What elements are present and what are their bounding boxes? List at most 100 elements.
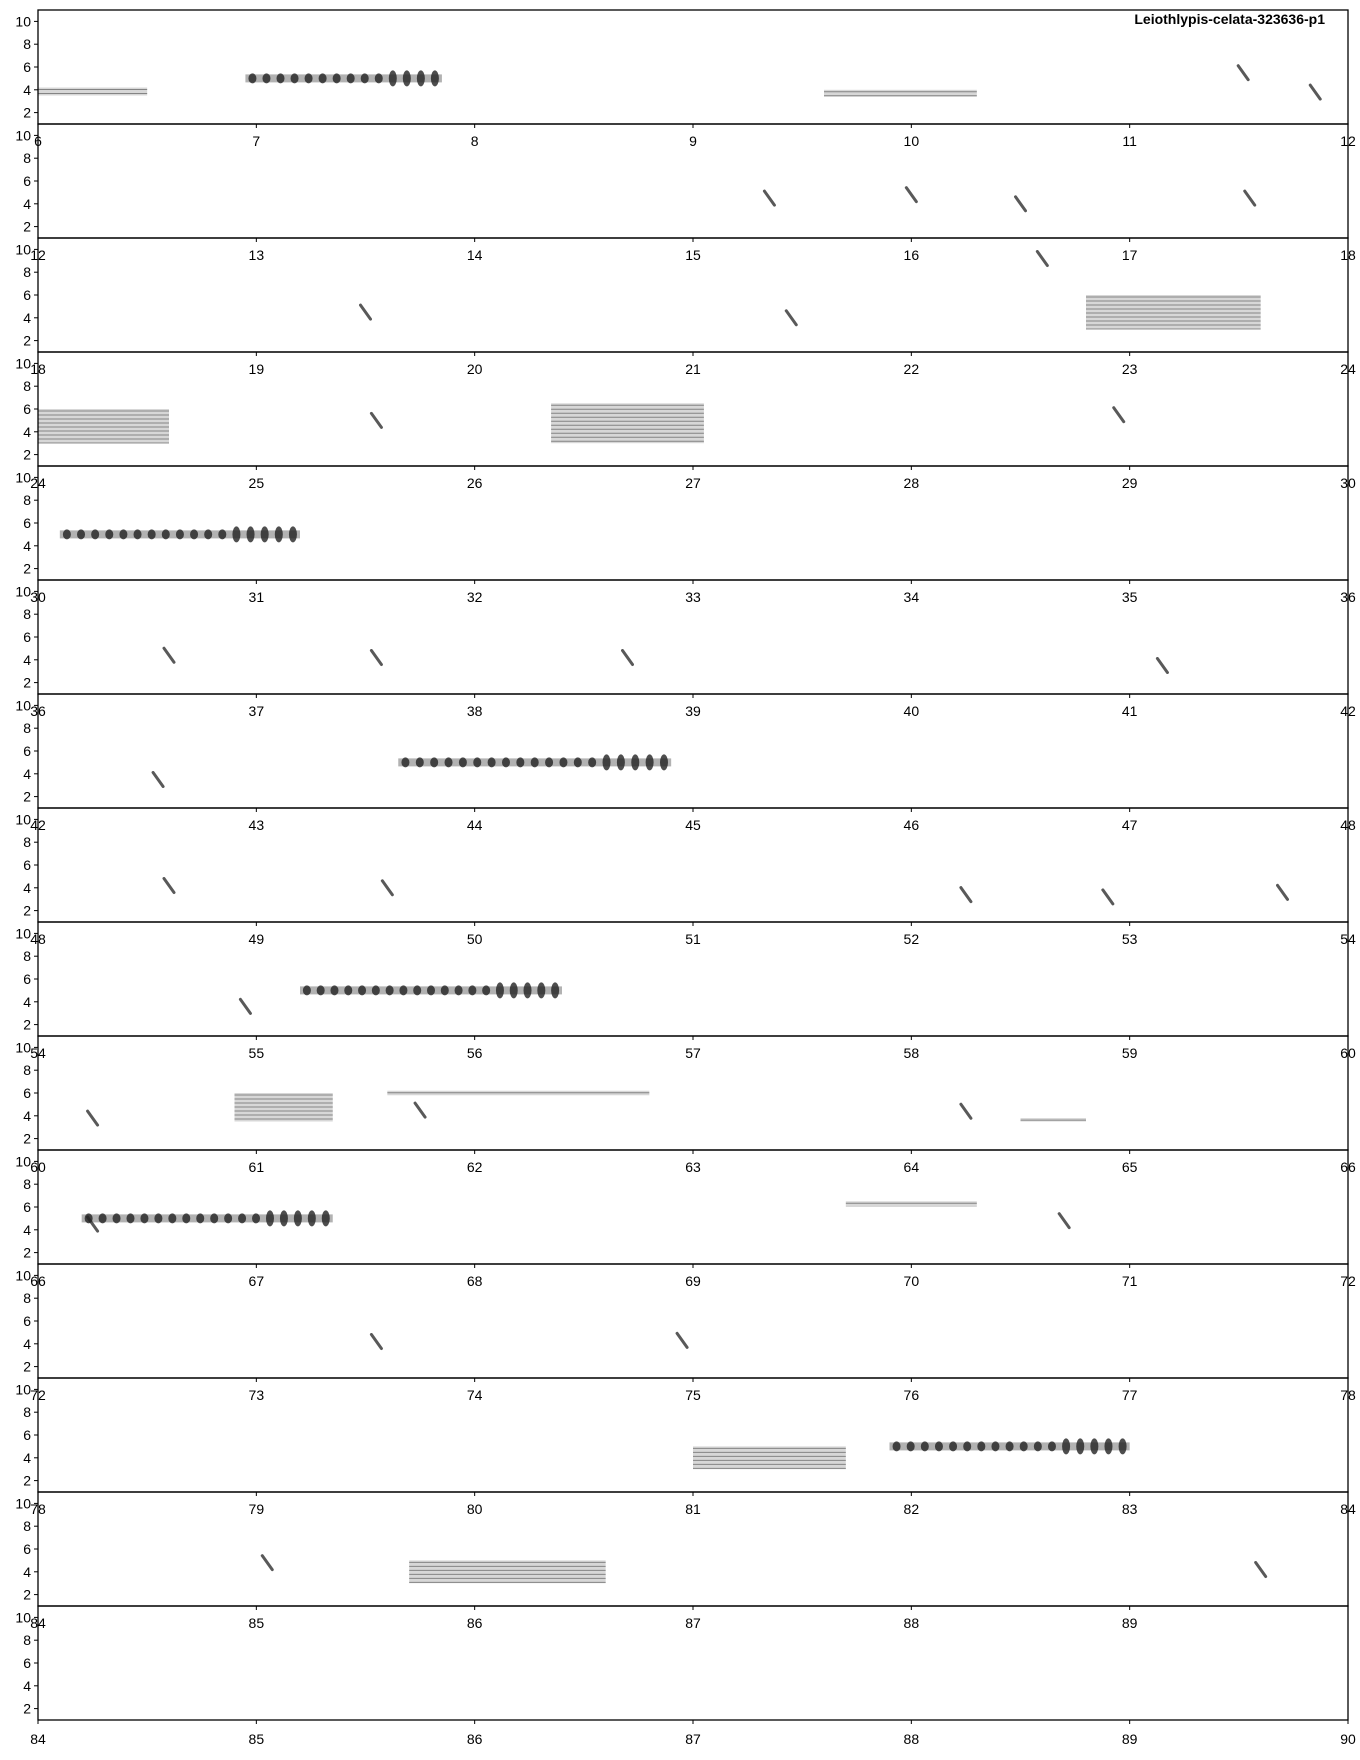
trill-note	[516, 757, 525, 768]
freq-tick-label: 2	[23, 675, 31, 691]
freq-tick-label: 6	[23, 173, 31, 189]
sound-patch	[551, 403, 704, 444]
time-tick-label: 43	[249, 817, 265, 833]
trill-note	[482, 985, 491, 996]
time-tick-label: 12	[30, 247, 46, 263]
time-tick-label: 62	[467, 1159, 483, 1175]
sound-patch	[234, 1093, 333, 1122]
time-tick-label: 87	[685, 1615, 701, 1631]
freq-tick-label: 8	[23, 1404, 31, 1420]
time-tick-label: 24	[1340, 361, 1356, 377]
time-tick-label: 44	[467, 817, 483, 833]
sound-patch	[1020, 1118, 1086, 1122]
trill-note	[906, 1441, 915, 1452]
time-tick-label: 34	[904, 589, 920, 605]
trill-song	[398, 754, 672, 771]
trill-note	[1033, 1441, 1042, 1452]
trill-note	[196, 1213, 205, 1224]
trill-note	[430, 757, 439, 768]
trill-note	[602, 754, 611, 771]
call-mark	[238, 997, 252, 1015]
freq-tick-label: 4	[23, 424, 31, 440]
time-tick-label: 87	[685, 1731, 701, 1747]
freq-tick-label: 10	[15, 1267, 31, 1283]
time-tick-label: 39	[685, 703, 701, 719]
time-tick-label: 75	[685, 1387, 701, 1403]
time-tick-label: 31	[249, 589, 265, 605]
time-tick-label: 11	[1122, 133, 1137, 149]
trill-note	[949, 1441, 958, 1452]
trill-note	[659, 754, 668, 771]
time-tick-label: 86	[467, 1731, 483, 1747]
trill-note	[1090, 1438, 1099, 1455]
time-tick-label: 61	[249, 1159, 265, 1175]
time-tick-label: 30	[30, 589, 46, 605]
freq-tick-label: 2	[23, 333, 31, 349]
freq-tick-label: 8	[23, 1290, 31, 1306]
trill-note	[1062, 1438, 1071, 1455]
trill-note	[112, 1213, 121, 1224]
time-tick-label: 42	[1340, 703, 1356, 719]
time-tick-label: 10	[904, 133, 920, 149]
freq-tick-label: 8	[23, 1176, 31, 1192]
time-tick-label: 54	[1340, 931, 1356, 947]
freq-tick-label: 8	[23, 1062, 31, 1078]
time-tick-label: 9	[689, 133, 697, 149]
freq-tick-label: 8	[23, 606, 31, 622]
trill-note	[1076, 1438, 1085, 1455]
trill-note	[427, 985, 435, 996]
time-tick-label: 12	[1340, 133, 1356, 149]
trill-note	[175, 529, 184, 540]
call-mark	[1236, 64, 1250, 82]
sound-patch	[693, 1446, 846, 1470]
trill-note	[279, 1210, 288, 1227]
freq-tick-label: 10	[15, 1495, 31, 1511]
trill-note	[991, 1441, 1000, 1452]
trill-song	[889, 1438, 1130, 1455]
trill-note	[161, 529, 170, 540]
freq-tick-label: 6	[23, 1085, 31, 1101]
freq-tick-label: 6	[23, 515, 31, 531]
sound-patch	[1086, 295, 1261, 330]
time-tick-label: 48	[1340, 817, 1356, 833]
call-mark	[1155, 657, 1169, 674]
trill-note	[473, 757, 482, 768]
trill-note	[977, 1441, 986, 1452]
time-tick-label: 53	[1122, 931, 1138, 947]
freq-tick-label: 6	[23, 1427, 31, 1443]
freq-tick-label: 8	[23, 150, 31, 166]
call-mark	[1101, 888, 1115, 906]
freq-tick-label: 8	[23, 1518, 31, 1534]
freq-tick-label: 6	[23, 971, 31, 987]
trill-note	[346, 73, 355, 84]
time-tick-label: 23	[1122, 361, 1138, 377]
trill-note	[1019, 1441, 1028, 1452]
time-tick-label: 89	[1122, 1731, 1138, 1747]
freq-tick-label: 10	[15, 1153, 31, 1169]
time-tick-label: 16	[904, 247, 920, 263]
patch-fill	[234, 1093, 333, 1122]
freq-tick-label: 4	[23, 1564, 31, 1580]
time-tick-label: 60	[30, 1159, 46, 1175]
time-tick-label: 71	[1122, 1273, 1138, 1289]
call-mark	[904, 186, 918, 204]
trill-note	[416, 70, 425, 87]
freq-tick-label: 2	[23, 1017, 31, 1033]
trill-note	[318, 73, 327, 84]
time-tick-label: 46	[904, 817, 920, 833]
time-tick-label: 18	[30, 361, 46, 377]
trill-note	[415, 757, 424, 768]
call-mark	[1243, 189, 1257, 207]
time-tick-label: 77	[1122, 1387, 1138, 1403]
trill-note	[232, 526, 241, 543]
trill-note	[218, 529, 227, 540]
call-mark	[959, 1102, 973, 1120]
freq-tick-label: 10	[15, 1609, 31, 1625]
freq-tick-label: 6	[23, 743, 31, 759]
call-mark	[621, 649, 634, 667]
time-tick-label: 6	[34, 133, 42, 149]
time-tick-label: 78	[30, 1501, 46, 1517]
freq-tick-label: 10	[15, 811, 31, 827]
time-tick-label: 40	[904, 703, 920, 719]
trill-note	[551, 982, 560, 999]
